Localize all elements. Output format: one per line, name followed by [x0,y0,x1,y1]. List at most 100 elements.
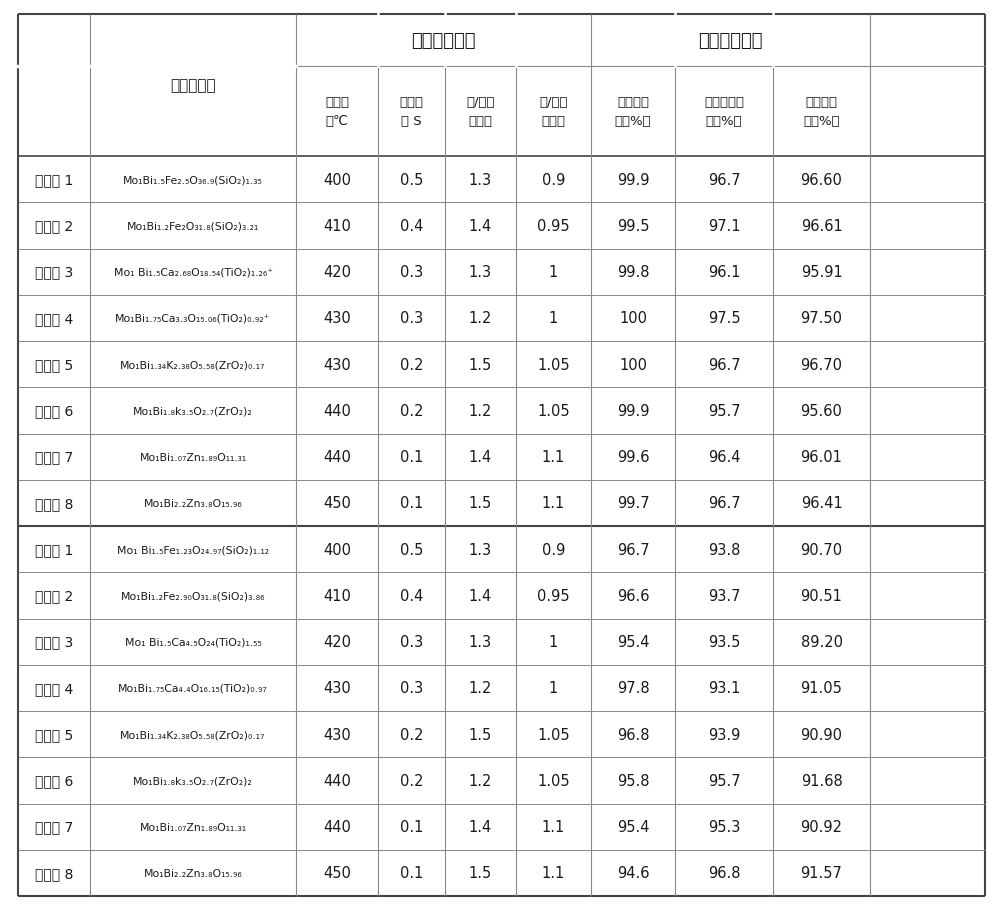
Text: 99.6: 99.6 [617,450,649,465]
Text: 91.05: 91.05 [801,681,842,696]
Text: Mo₁Bi₁.₃₄K₂.₃₈O₅.₅₈(ZrO₂)₀.₁₇: Mo₁Bi₁.₃₄K₂.₃₈O₅.₅₈(ZrO₂)₀.₁₇ [120,730,266,740]
Text: 1.5: 1.5 [469,496,492,511]
Text: 95.7: 95.7 [708,404,740,418]
Text: 99.5: 99.5 [617,219,649,233]
Text: 1.3: 1.3 [469,542,492,557]
Text: 1.4: 1.4 [469,819,492,834]
Text: 对比例 2: 对比例 2 [35,589,73,603]
Text: 93.5: 93.5 [708,634,740,650]
Text: 450: 450 [323,865,351,880]
Text: 1.1: 1.1 [542,450,565,465]
Text: 0.5: 0.5 [400,172,423,188]
Text: 430: 430 [323,727,351,742]
Text: Mo₁ Bi₁.₅Ca₄.₅O₂₄(TiO₂)₁.₅₅: Mo₁ Bi₁.₅Ca₄.₅O₂₄(TiO₂)₁.₅₅ [125,637,261,647]
Text: 95.3: 95.3 [708,819,740,834]
Text: 1.1: 1.1 [542,819,565,834]
Text: 440: 440 [323,819,351,834]
Text: 1.05: 1.05 [537,773,570,788]
Text: 0.3: 0.3 [400,634,423,650]
Text: 催化剂组成: 催化剂组成 [170,78,216,94]
Text: 0.9: 0.9 [542,172,565,188]
Text: 0.2: 0.2 [400,727,423,742]
Text: 99.8: 99.8 [617,265,649,280]
Text: 对比例 7: 对比例 7 [35,820,73,834]
Text: 1.4: 1.4 [469,589,492,603]
Text: 99.7: 99.7 [617,496,649,511]
Text: 93.1: 93.1 [708,681,740,696]
Text: 430: 430 [323,311,351,326]
Text: 0.2: 0.2 [400,357,423,373]
Text: 95.91: 95.91 [801,265,842,280]
Text: 1: 1 [549,265,558,280]
Text: 97.8: 97.8 [617,681,649,696]
Text: 96.70: 96.70 [800,357,842,373]
Text: 97.50: 97.50 [800,311,842,326]
Text: 0.4: 0.4 [400,589,423,603]
Text: 1.2: 1.2 [469,404,492,418]
Text: 97.1: 97.1 [708,219,740,233]
Text: 96.7: 96.7 [708,496,740,511]
Text: 1.1: 1.1 [542,865,565,880]
Text: 400: 400 [323,542,351,557]
Text: 100: 100 [619,357,647,373]
Text: 实施例 1: 实施例 1 [35,173,73,187]
Text: 0.2: 0.2 [400,404,423,418]
Text: Mo₁Bi₁.₈k₃.₅O₂.₇(ZrO₂)₂: Mo₁Bi₁.₈k₃.₅O₂.₇(ZrO₂)₂ [133,775,253,785]
Text: 96.61: 96.61 [801,219,842,233]
Text: 1.2: 1.2 [469,311,492,326]
Text: 活性试验结果: 活性试验结果 [698,32,763,50]
Text: 1.05: 1.05 [537,357,570,373]
Text: 410: 410 [323,589,351,603]
Text: 实施例 3: 实施例 3 [35,265,73,280]
Text: 1: 1 [549,681,558,696]
Text: 90.90: 90.90 [800,727,842,742]
Text: 1.05: 1.05 [537,404,570,418]
Text: 氢氰酸选择
率（%）: 氢氰酸选择 率（%） [704,96,744,128]
Text: 96.6: 96.6 [617,589,649,603]
Text: 1.3: 1.3 [469,634,492,650]
Text: 0.1: 0.1 [400,865,423,880]
Text: 90.70: 90.70 [800,542,843,557]
Text: 氢氰酸收
率（%）: 氢氰酸收 率（%） [803,96,840,128]
Text: 0.95: 0.95 [537,589,570,603]
Text: 0.1: 0.1 [400,496,423,511]
Text: 95.4: 95.4 [617,634,649,650]
Text: 440: 440 [323,773,351,788]
Text: 96.60: 96.60 [801,172,842,188]
Text: 97.5: 97.5 [708,311,740,326]
Text: 0.3: 0.3 [400,265,423,280]
Text: 400: 400 [323,172,351,188]
Text: 对比例 4: 对比例 4 [35,681,73,695]
Text: 氨/甲醇
摩尔比: 氨/甲醇 摩尔比 [539,96,568,128]
Text: 1.5: 1.5 [469,727,492,742]
Text: 99.9: 99.9 [617,172,649,188]
Text: 接触时
间 S: 接触时 间 S [400,96,424,128]
Text: 93.8: 93.8 [708,542,740,557]
Text: 对比例 5: 对比例 5 [35,727,73,742]
Text: Mo₁Bi₁.₂Fe₂.₉₀O₃₁.₈(SiO₂)₃.₈₆: Mo₁Bi₁.₂Fe₂.₉₀O₃₁.₈(SiO₂)₃.₈₆ [121,590,265,600]
Text: Mo₁Bi₂.₂Zn₃.₈O₁₅.₉₆: Mo₁Bi₂.₂Zn₃.₈O₁₅.₉₆ [144,868,242,878]
Text: 甲醇转化
率（%）: 甲醇转化 率（%） [615,96,651,128]
Text: Mo₁ Bi₁.₅Ca₂.₆₈O₁₈.₅₄(TiO₂)₁.₂₆⁺: Mo₁ Bi₁.₅Ca₂.₆₈O₁₈.₅₄(TiO₂)₁.₂₆⁺ [114,267,272,277]
Text: 1.1: 1.1 [542,496,565,511]
Text: 96.41: 96.41 [801,496,842,511]
Text: 1.5: 1.5 [469,357,492,373]
Text: 91.68: 91.68 [801,773,842,788]
Text: 对比例 3: 对比例 3 [35,635,73,649]
Text: 90.92: 90.92 [800,819,842,834]
Text: 95.60: 95.60 [801,404,842,418]
Text: 1: 1 [549,634,558,650]
Text: 0.1: 0.1 [400,819,423,834]
Text: 450: 450 [323,496,351,511]
Text: 0.3: 0.3 [400,681,423,696]
Text: Mo₁Bi₁.₇₅Ca₄.₄O₁₆.₁₅(TiO₂)₀.₉₇: Mo₁Bi₁.₇₅Ca₄.₄O₁₆.₁₅(TiO₂)₀.₉₇ [118,683,268,693]
Text: 1.5: 1.5 [469,865,492,880]
Text: 0.95: 0.95 [537,219,570,233]
Text: 95.4: 95.4 [617,819,649,834]
Text: 对比例 1: 对比例 1 [35,543,73,557]
Text: 实施例 6: 实施例 6 [35,404,73,418]
Text: 对比例 8: 对比例 8 [35,866,73,880]
Text: 430: 430 [323,681,351,696]
Text: Mo₁Bi₁.₈k₃.₅O₂.₇(ZrO₂)₂: Mo₁Bi₁.₈k₃.₅O₂.₇(ZrO₂)₂ [133,406,253,416]
Text: Mo₁ Bi₁.₅Fe₁.₂₃O₂₄.₉₇(SiO₂)₁.₁₂: Mo₁ Bi₁.₅Fe₁.₂₃O₂₄.₉₇(SiO₂)₁.₁₂ [117,545,269,555]
